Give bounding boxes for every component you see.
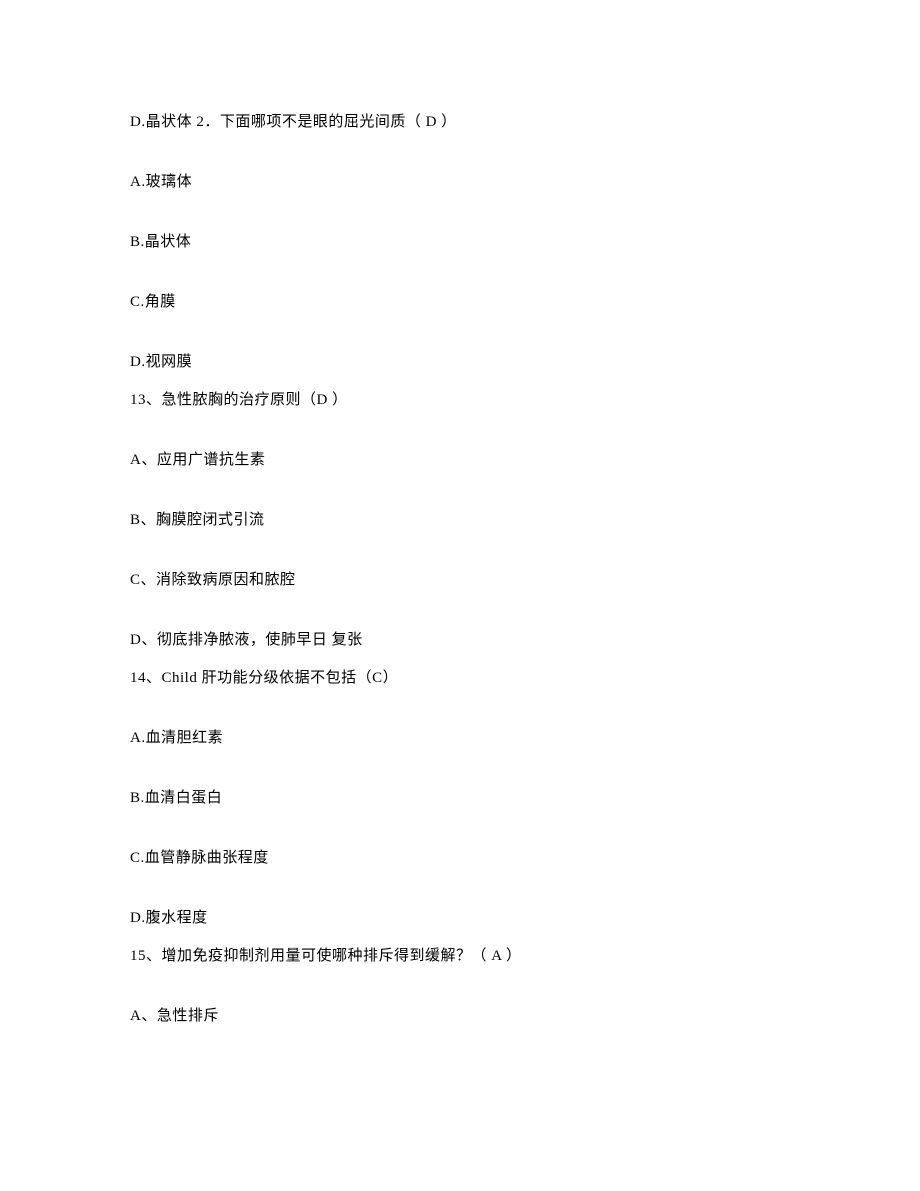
text-line: C.血管静脉曲张程度 — [130, 846, 790, 870]
text-line: A.血清胆红素 — [130, 726, 790, 750]
text-line: D.腹水程度 — [130, 906, 790, 930]
text-line: A、急性排斥 — [130, 1004, 790, 1028]
text-line: C.角膜 — [130, 290, 790, 314]
text-line: C、消除致病原因和脓腔 — [130, 568, 790, 592]
text-line: B、胸膜腔闭式引流 — [130, 508, 790, 532]
question-line: 15、增加免疫抑制剂用量可使哪种排斥得到缓解？（ A ） — [130, 944, 790, 968]
text-line: D.视网膜 — [130, 350, 790, 374]
text-line: D、彻底排净脓液，使肺早日 复张 — [130, 628, 790, 652]
question-line: 14、Child 肝功能分级依据不包括（C） — [130, 666, 790, 690]
question-line: 13、急性脓胸的治疗原则（D ） — [130, 388, 790, 412]
text-line: A、应用广谱抗生素 — [130, 448, 790, 472]
text-line: B.晶状体 — [130, 230, 790, 254]
text-line: A.玻璃体 — [130, 170, 790, 194]
text-line: B.血清白蛋白 — [130, 786, 790, 810]
text-line: D.晶状体 2．下面哪项不是眼的屈光间质（ D ） — [130, 110, 790, 134]
